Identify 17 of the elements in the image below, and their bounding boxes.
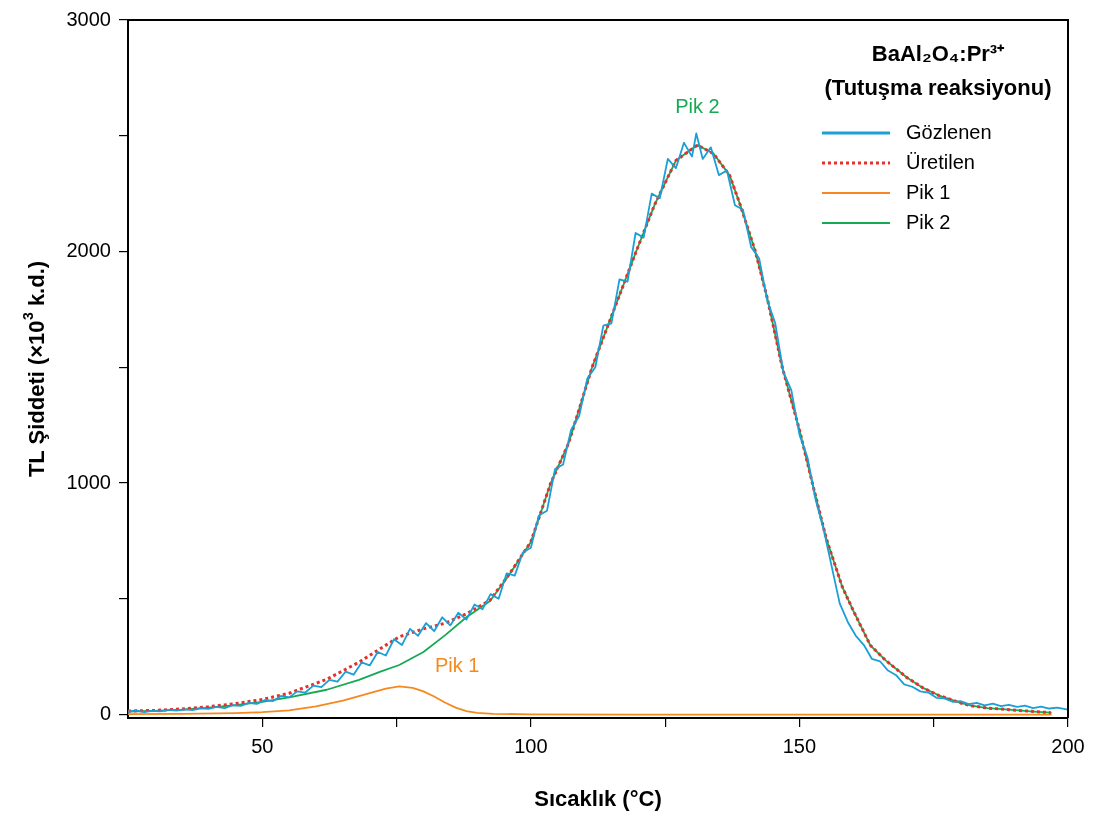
x-tick-label: 200 bbox=[1051, 734, 1085, 757]
y-tick-label: 2000 bbox=[66, 239, 111, 262]
legend-label: Pik 1 bbox=[906, 180, 951, 203]
x-tick-label: 100 bbox=[514, 734, 548, 757]
legend-label: Üretilen bbox=[906, 150, 975, 173]
y-tick-label: 1000 bbox=[66, 470, 111, 493]
y-axis-title: TL Şiddeti (×103 k.d.) bbox=[20, 260, 50, 478]
x-tick-label: 50 bbox=[251, 734, 274, 757]
legend-label: Gözlenen bbox=[906, 120, 992, 143]
y-tick-label: 0 bbox=[99, 702, 111, 725]
y-tick-label: 3000 bbox=[66, 7, 111, 30]
x-axis-title: Sıcaklık (°C) bbox=[534, 786, 662, 812]
annotation: Pik 1 bbox=[435, 653, 480, 676]
annotation: Pik 2 bbox=[675, 94, 720, 117]
x-tick-label: 150 bbox=[782, 734, 817, 757]
legend-title: BaAl₂O₄:Pr³⁺ (Tutuşma reaksiyonu) bbox=[824, 41, 1052, 101]
legend-label: Pik 2 bbox=[906, 210, 951, 233]
